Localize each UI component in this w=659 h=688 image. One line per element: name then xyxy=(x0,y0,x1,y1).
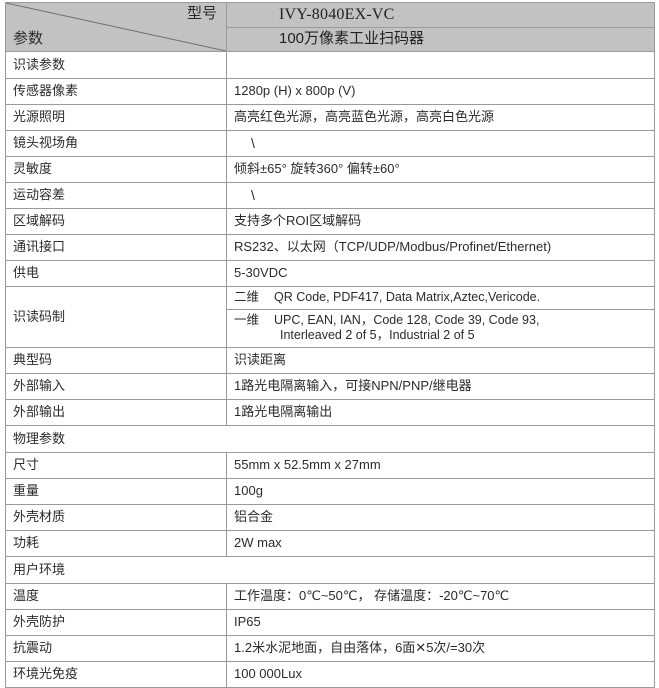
row-label: 供电 xyxy=(5,260,227,287)
table-row-code-symbologies: 识读码制 二维 QR Code, PDF417, Data Matrix,Azt… xyxy=(5,286,655,348)
row-label: 运动容差 xyxy=(5,182,227,209)
table-row: 通讯接口 RS232、以太网（TCP/UDP/Modbus/Profinet/E… xyxy=(5,234,655,261)
row-value: \ xyxy=(226,130,655,157)
row-value: 工作温度：0℃~50℃， 存储温度：-20℃~70℃ xyxy=(226,582,655,610)
row-label: 外壳防护 xyxy=(5,608,227,636)
row-value: 5-30VDC xyxy=(226,260,655,287)
row-value: 2W max xyxy=(226,529,655,557)
row-value: IP65 xyxy=(226,608,655,636)
specification-table: 型号 参数 IVY-8040EX-VC 100万像素工业扫码器 识读参数 传感器… xyxy=(5,2,655,688)
row-value: 铝合金 xyxy=(226,503,655,531)
row-value: 高亮红色光源，高亮蓝色光源，高亮白色光源 xyxy=(226,104,655,131)
row-value: 支持多个ROI区域解码 xyxy=(226,208,655,235)
symbology-row-2d: 二维 QR Code, PDF417, Data Matrix,Aztec,Ve… xyxy=(227,287,654,310)
row-label: 重量 xyxy=(5,477,227,505)
table-row: 外部输入 1路光电隔离输入，可接NPN/PNP/继电器 xyxy=(5,372,655,400)
row-value: 倾斜±65° 旋转360° 偏转±60° xyxy=(226,156,655,183)
section-header-row-environment: 用户环境 xyxy=(5,555,655,584)
table-row: 典型码 识读距离 xyxy=(5,346,655,374)
row-value: 识读距离 xyxy=(226,346,655,374)
row-label: 典型码 xyxy=(5,346,227,374)
row-value: 1路光电隔离输出 xyxy=(226,398,655,426)
row-value: 1280p (H) x 800p (V) xyxy=(226,78,655,105)
row-label: 外部输出 xyxy=(5,398,227,426)
row-label: 抗震动 xyxy=(5,634,227,662)
symbology-subtable: 二维 QR Code, PDF417, Data Matrix,Aztec,Ve… xyxy=(227,287,654,347)
header-model-number: IVY-8040EX-VC xyxy=(279,5,395,23)
row-value: \ xyxy=(226,182,655,209)
table-row: 温度 工作温度：0℃~50℃， 存储温度：-20℃~70℃ xyxy=(5,582,655,610)
symbology-list-line-1: UPC, EAN, IAN，Code 128, Code 39, Code 93… xyxy=(274,312,540,327)
table-header-row-subtitle: 100万像素工业扫码器 xyxy=(6,26,655,52)
table-row: 尺寸 55mm x 52.5mm x 27mm xyxy=(5,451,655,479)
symbology-dimension-label: 一维 xyxy=(234,312,260,327)
table-row: 抗震动 1.2米水泥地面，自由落体，6面✕5次/=30次 xyxy=(5,634,655,662)
row-label: 区域解码 xyxy=(5,208,227,235)
header-corner-cell: 型号 参数 xyxy=(5,2,227,52)
diagonal-divider-icon xyxy=(6,3,226,51)
symbology-dimension-label: 二维 xyxy=(227,287,270,310)
row-value: RS232、以太网（TCP/UDP/Modbus/Profinet/Ethern… xyxy=(226,234,655,261)
table-header-row-model: 型号 参数 IVY-8040EX-VC xyxy=(5,2,655,52)
symbology-list: UPC, EAN, IAN，Code 128, Code 39, Code 93… xyxy=(270,309,654,347)
table-row: 重量 100g xyxy=(5,477,655,505)
row-value: 1路光电隔离输入，可接NPN/PNP/继电器 xyxy=(226,372,655,400)
row-label: 外部输入 xyxy=(5,372,227,400)
symbology-row-1d: 一维 UPC, EAN, IAN，Code 128, Code 39, Code… xyxy=(227,309,654,347)
header-model-number-cell: IVY-8040EX-VC xyxy=(226,2,655,28)
row-value: 100 000Lux xyxy=(226,660,655,688)
table-row: 区域解码 支持多个ROI区域解码 xyxy=(5,208,655,235)
table-row: 传感器像素 1280p (H) x 800p (V) xyxy=(5,78,655,105)
table-row: 供电 5-30VDC xyxy=(5,260,655,287)
section-header-row-reading: 识读参数 xyxy=(5,51,655,79)
section-title-reading: 识读参数 xyxy=(5,51,227,79)
table-row: 外壳材质 铝合金 xyxy=(5,503,655,531)
row-value: 100g xyxy=(226,477,655,505)
row-label: 灵敏度 xyxy=(5,156,227,183)
row-label: 外壳材质 xyxy=(5,503,227,531)
row-value: 55mm x 52.5mm x 27mm xyxy=(226,451,655,479)
section-header-spacer-reading xyxy=(226,51,655,79)
table-row: 环境光免疫 100 000Lux xyxy=(5,660,655,688)
row-label: 温度 xyxy=(5,582,227,610)
symbology-list-line-2: Interleaved 2 of 5，Industrial 2 of 5 xyxy=(280,328,475,343)
table-row: 运动容差 \ xyxy=(5,182,655,209)
section-header-row-physical: 物理参数 xyxy=(5,424,655,453)
section-title-physical: 物理参数 xyxy=(5,424,655,453)
table-row: 外壳防护 IP65 xyxy=(5,608,655,636)
row-value: 1.2米水泥地面，自由落体，6面✕5次/=30次 xyxy=(226,634,655,662)
row-label: 环境光免疫 xyxy=(5,660,227,688)
table-row: 光源照明 高亮红色光源，高亮蓝色光源，高亮白色光源 xyxy=(5,104,655,131)
table-row: 镜头视场角 \ xyxy=(5,130,655,157)
header-model-label: 型号 xyxy=(186,5,217,22)
header-model-subtitle: 100万像素工业扫码器 xyxy=(279,29,425,47)
row-label: 光源照明 xyxy=(5,104,227,131)
section-title-environment: 用户环境 xyxy=(5,555,655,584)
row-label: 功耗 xyxy=(5,529,227,557)
table-row: 灵敏度 倾斜±65° 旋转360° 偏转±60° xyxy=(5,156,655,183)
row-label: 识读码制 xyxy=(5,286,227,348)
header-model-subtitle-cell: 100万像素工业扫码器 xyxy=(226,26,655,52)
header-parameter-label: 参数 xyxy=(13,30,44,48)
row-label: 镜头视场角 xyxy=(5,130,227,157)
table-row: 外部输出 1路光电隔离输出 xyxy=(5,398,655,426)
row-label: 通讯接口 xyxy=(5,234,227,261)
row-label: 尺寸 xyxy=(5,451,227,479)
row-label: 传感器像素 xyxy=(5,78,227,105)
symbology-list: QR Code, PDF417, Data Matrix,Aztec,Veric… xyxy=(270,287,654,310)
row-value-symbologies: 二维 QR Code, PDF417, Data Matrix,Aztec,Ve… xyxy=(226,286,655,348)
table-row: 功耗 2W max xyxy=(5,529,655,557)
